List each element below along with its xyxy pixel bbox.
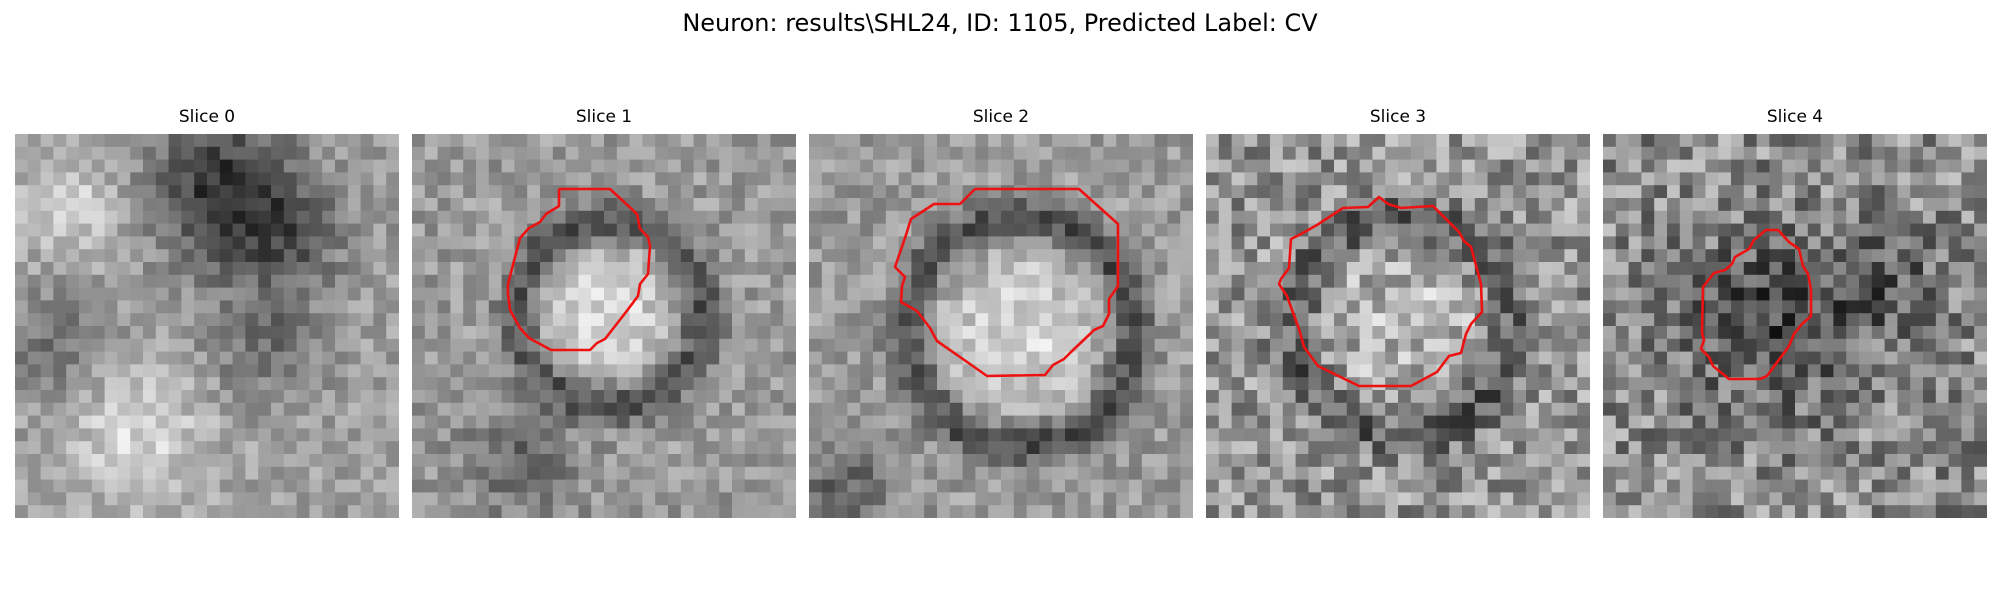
slice-image-0 (15, 134, 399, 518)
slice-image-4 (1603, 134, 1987, 518)
slice-title-2: Slice 2 (972, 107, 1030, 127)
segmentation-contour-1 (506, 187, 652, 352)
slice-image-2 (809, 134, 1193, 518)
slice-image-3 (1206, 134, 1590, 518)
figure-title: Neuron: results\SHL24, ID: 1105, Predict… (682, 9, 1318, 37)
slice-title-3: Slice 3 (1369, 107, 1427, 127)
slice-title-4: Slice 4 (1766, 107, 1824, 127)
slice-pixels-4 (1603, 134, 1987, 518)
slice-pixels-1 (412, 134, 796, 518)
slice-title-0: Slice 0 (178, 107, 236, 127)
slice-title-1: Slice 1 (575, 107, 633, 127)
segmentation-contour-2 (893, 187, 1120, 378)
slice-image-1 (412, 134, 796, 518)
slice-pixels-3 (1206, 134, 1590, 518)
segmentation-contour-3 (1277, 195, 1484, 388)
slice-pixels-0 (15, 134, 399, 518)
slice-pixels-2 (809, 134, 1193, 518)
segmentation-contour-4 (1699, 228, 1813, 381)
